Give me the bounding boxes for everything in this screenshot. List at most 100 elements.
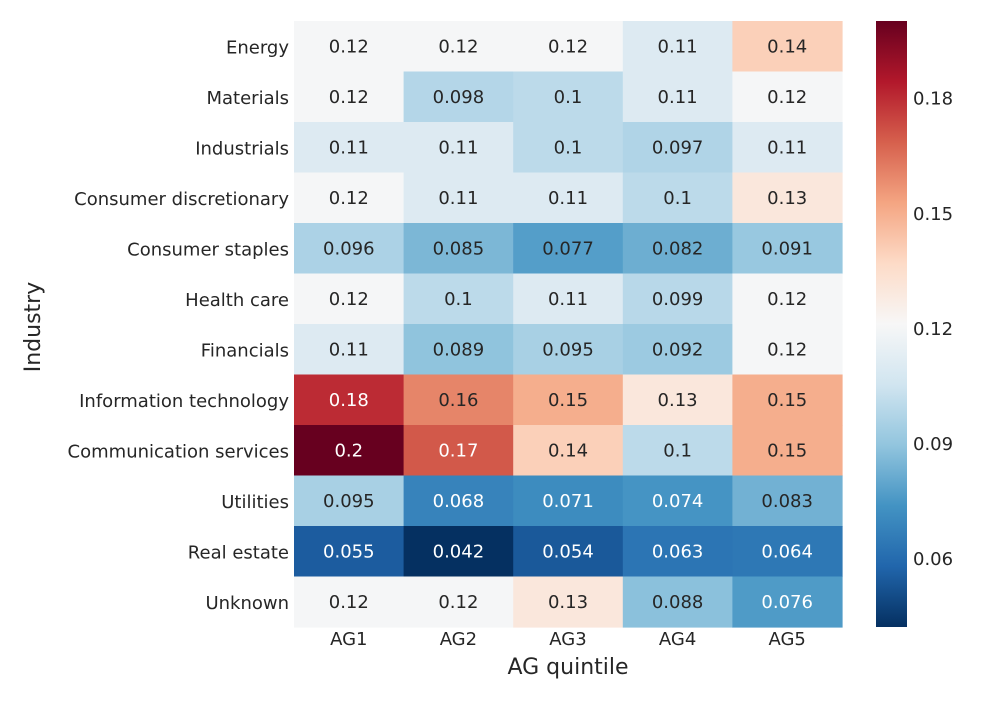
cell-value-label: 0.12 [767, 339, 807, 360]
cell-value-label: 0.15 [548, 390, 588, 411]
cell-value-label: 0.083 [761, 491, 813, 512]
y-tick-label-energy: Energy [226, 37, 289, 58]
heatmap-cell-unknown-ag1 [294, 576, 405, 628]
cell-value-label: 0.16 [438, 390, 478, 411]
cell-value-label: 0.1 [663, 188, 692, 209]
cell-value-label: 0.068 [433, 491, 485, 512]
cell-value-label: 0.074 [652, 491, 704, 512]
y-tick-label-consumer-staples: Consumer staples [127, 239, 289, 260]
cell-value-label: 0.1 [554, 87, 583, 108]
y-tick-labels: Energy Materials Industrials Consumer discr… [68, 37, 290, 614]
y-tick-label-financials: Financials [201, 340, 289, 361]
cell-value-label: 0.11 [438, 137, 478, 158]
heatmap-cell-materials-ag2 [403, 71, 514, 123]
heatmap-cell-information-technology-ag3 [513, 374, 624, 426]
cell-value-label: 0.12 [438, 36, 478, 57]
heatmap-cell-unknown-ag4 [622, 576, 733, 628]
cell-value-label: 0.11 [548, 289, 588, 310]
cell-value-label: 0.095 [542, 339, 594, 360]
heatmap-cell-industrials-ag5 [732, 122, 843, 174]
cell-value-label: 0.097 [652, 137, 704, 158]
cell-value-label: 0.12 [329, 592, 369, 613]
x-tick-label-ag1: AG1 [330, 629, 367, 650]
cell-value-label: 0.12 [329, 289, 369, 310]
colorbar-tick-label: 0.12 [913, 319, 953, 340]
heatmap-cell-unknown-ag5 [732, 576, 843, 628]
heatmap-cell-communication-services-ag5 [732, 425, 843, 477]
cell-value-label: 0.15 [767, 440, 807, 461]
colorbar-gradient [876, 21, 907, 627]
cell-value-label: 0.13 [548, 592, 588, 613]
colorbar-tick-label: 0.06 [913, 549, 953, 570]
heatmap-cell-health-care-ag3 [513, 273, 624, 325]
cell-value-label: 0.11 [438, 188, 478, 209]
cell-value-label: 0.096 [323, 238, 375, 259]
heatmap-cell-consumer-staples-ag4 [622, 223, 733, 275]
cell-value-label: 0.17 [438, 440, 478, 461]
cell-value-label: 0.1 [444, 289, 473, 310]
heatmap-cell-unknown-ag2 [403, 576, 514, 628]
y-tick-label-health-care: Health care [185, 290, 289, 311]
colorbar-tick-label: 0.15 [913, 204, 953, 225]
cell-value-label: 0.071 [542, 491, 594, 512]
y-tick-label-industrials: Industrials [195, 138, 289, 159]
heatmap-cell-energy-ag2 [403, 21, 514, 73]
y-tick-label-information-technology: Information technology [79, 391, 289, 412]
heatmap-cell-energy-ag5 [732, 21, 843, 73]
heatmap-cell-consumer-staples-ag1 [294, 223, 405, 275]
colorbar-ticks: 0.06 0.09 0.12 0.15 0.18 [913, 89, 953, 570]
y-tick-label-materials: Materials [206, 88, 289, 109]
heatmap-cell-utilities-ag1 [294, 475, 405, 527]
cell-value-label: 0.082 [652, 238, 704, 259]
heatmap-cell-consumer-discretionary-ag3 [513, 172, 624, 224]
cell-value-label: 0.18 [329, 390, 369, 411]
heatmap-cell-real-estate-ag4 [622, 526, 733, 578]
cell-value-label: 0.1 [663, 440, 692, 461]
cell-value-label: 0.12 [767, 289, 807, 310]
heatmap-cell-materials-ag5 [732, 71, 843, 123]
x-tick-label-ag2: AG2 [440, 629, 477, 650]
heatmap-cell-utilities-ag2 [403, 475, 514, 527]
cell-value-label: 0.098 [433, 87, 485, 108]
cell-value-label: 0.12 [767, 87, 807, 108]
heatmap-cell-industrials-ag2 [403, 122, 514, 174]
heatmap-cell-health-care-ag2 [403, 273, 514, 325]
heatmap-cell-communication-services-ag3 [513, 425, 624, 477]
cell-value-label: 0.13 [658, 390, 698, 411]
cell-value-label: 0.091 [761, 238, 813, 259]
heatmap-cell-materials-ag4 [622, 71, 733, 123]
heatmap-cell-financials-ag2 [403, 324, 514, 376]
heatmap-cell-information-technology-ag5 [732, 374, 843, 426]
cell-value-label: 0.11 [658, 36, 698, 57]
cell-value-label: 0.11 [329, 137, 369, 158]
cell-value-label: 0.2 [334, 440, 363, 461]
y-tick-label-unknown: Unknown [205, 593, 289, 614]
heatmap-cell-information-technology-ag1 [294, 374, 405, 426]
cell-value-label: 0.13 [767, 188, 807, 209]
x-tick-label-ag4: AG4 [659, 629, 696, 650]
cell-value-label: 0.15 [767, 390, 807, 411]
heatmap-cell-real-estate-ag3 [513, 526, 624, 578]
heatmap-cell-utilities-ag3 [513, 475, 624, 527]
cell-value-label: 0.077 [542, 238, 594, 259]
heatmap-cell-consumer-discretionary-ag4 [622, 172, 733, 224]
cell-value-label: 0.092 [652, 339, 704, 360]
heatmap-cell-consumer-staples-ag2 [403, 223, 514, 275]
heatmap-cell-materials-ag3 [513, 71, 624, 123]
cell-value-label: 0.11 [658, 87, 698, 108]
heatmap-cell-communication-services-ag1 [294, 425, 405, 477]
heatmap-cell-communication-services-ag4 [622, 425, 733, 477]
cell-value-label: 0.12 [329, 188, 369, 209]
heatmap-cell-energy-ag1 [294, 21, 405, 73]
x-tick-label-ag5: AG5 [768, 629, 805, 650]
y-tick-label-real-estate: Real estate [188, 542, 289, 563]
heatmap-cell-information-technology-ag4 [622, 374, 733, 426]
heatmap-cell-financials-ag1 [294, 324, 405, 376]
heatmap-cell-real-estate-ag5 [732, 526, 843, 578]
colorbar-tick-label: 0.09 [913, 434, 953, 455]
heatmap-cell-real-estate-ag1 [294, 526, 405, 578]
heatmap-cell-consumer-discretionary-ag2 [403, 172, 514, 224]
heatmap-cell-financials-ag3 [513, 324, 624, 376]
colorbar-tick-label: 0.18 [913, 89, 953, 110]
